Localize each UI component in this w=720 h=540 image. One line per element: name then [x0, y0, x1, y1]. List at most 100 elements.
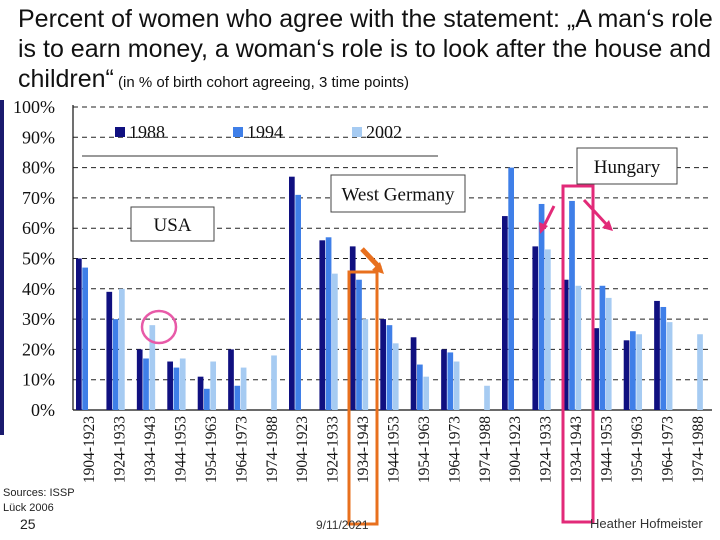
legend-label-1994: 1994 — [247, 122, 283, 142]
bar-2002-1954-1963 — [636, 334, 643, 410]
slide-title: Percent of women who agree with the stat… — [18, 4, 718, 98]
orange-highlight-box — [347, 270, 379, 526]
highlight-circle — [140, 309, 178, 345]
x-tick-label: 1964-1973 — [659, 416, 676, 483]
bar-2002-1964-1973 — [666, 322, 673, 410]
x-tick-label: 1954-1963 — [629, 416, 646, 483]
y-tick-label: 20% — [22, 339, 55, 359]
x-tick-label: 1904-1923 — [507, 416, 524, 483]
x-tick-label: 1904-1923 — [294, 416, 311, 483]
orange-arrow-head — [372, 262, 384, 274]
y-axis-labels: 0% 10% 20% 30% 40% 50% 60% 70% 80% 90% 100% — [13, 97, 55, 420]
bar-1994-1924-1933 — [325, 237, 332, 410]
country-labels: USA West Germany Hungary — [130, 147, 678, 242]
bar-1994-1934-1943 — [356, 279, 362, 410]
x-tick-label: 1954-1963 — [416, 416, 433, 483]
y-tick-label: 100% — [13, 97, 55, 117]
bar-1994-1904-1923 — [295, 194, 301, 410]
grid-lines — [72, 105, 712, 411]
x-tick-label: 1924-1933 — [538, 416, 555, 483]
bar-2002-1944-1953 — [179, 358, 186, 410]
x-tick-label: 1934-1943 — [142, 416, 159, 483]
bar-1988-1944-1953 — [380, 319, 386, 410]
country-box-1 — [330, 174, 466, 213]
bar-1994-1924-1933 — [538, 203, 545, 410]
country-label-1: West Germany — [342, 185, 455, 206]
bar-1988-1924-1933 — [106, 291, 113, 410]
y-tick-label: 0% — [31, 400, 55, 420]
bar-2002-1974-1988 — [484, 385, 490, 410]
x-tick-label: 1974-1988 — [264, 416, 281, 483]
y-tick-label: 30% — [22, 309, 55, 329]
footer-author: Heather Hofmeister — [590, 516, 703, 531]
bar-1988-1964-1973 — [654, 300, 660, 410]
bar-2002-1964-1973 — [240, 367, 247, 410]
bar-1994-1964-1973 — [447, 352, 454, 410]
bar-1988-1934-1943 — [136, 349, 143, 410]
country-label-0: USA — [153, 215, 191, 236]
bar-1988-1934-1943 — [349, 246, 356, 410]
bar-1988-1964-1973 — [441, 349, 447, 410]
x-tick-label: 1944-1953 — [599, 416, 616, 483]
x-tick-label: 1934-1943 — [355, 416, 372, 483]
bar-1988-1954-1963 — [410, 337, 417, 410]
pink-arrow-left-head — [539, 222, 548, 234]
x-tick-label: 1964-1973 — [446, 416, 463, 483]
pink-arrow-right-line — [582, 198, 610, 228]
y-tick-label: 90% — [22, 127, 55, 147]
title-main: Percent of women who agree with the stat… — [18, 5, 713, 93]
legend: 1988 1994 2002 — [82, 122, 438, 157]
slide-number: 25 — [20, 516, 36, 532]
x-tick-label: 1944-1953 — [173, 416, 190, 483]
y-tick-label: 10% — [22, 370, 55, 390]
bar-1988-1954-1963 — [197, 376, 204, 410]
y-tick-label: 80% — [22, 158, 55, 178]
bar-1994-1964-1973 — [234, 385, 241, 410]
bar-2002-1924-1933 — [545, 249, 551, 410]
bar-2002-1924-1933 — [119, 288, 125, 410]
bar-1994-1924-1933 — [112, 319, 119, 410]
bar-1994-1904-1923 — [508, 167, 514, 410]
bar-2002-1934-1943 — [149, 325, 156, 410]
country-box-0 — [130, 206, 215, 242]
bar-1988-1904-1923 — [502, 216, 508, 410]
bar-1988-1904-1923 — [76, 258, 82, 410]
x-tick-label: 1944-1953 — [386, 416, 403, 483]
bar-1994-1954-1963 — [630, 331, 636, 410]
x-tick-label: 1964-1973 — [233, 416, 250, 483]
footer-date: 9/11/2021 — [316, 518, 369, 532]
bars — [76, 167, 703, 410]
y-tick-label: 50% — [22, 249, 55, 269]
legend-swatch-2002 — [352, 127, 362, 137]
bar-1988-1944-1953 — [167, 361, 173, 410]
sources-line-2: Lück 2006 — [3, 502, 54, 514]
y-tick-label: 60% — [22, 218, 55, 238]
bar-2002-1954-1963 — [210, 361, 217, 410]
bar-2002-1944-1953 — [392, 343, 399, 410]
bar-1988-1934-1943 — [562, 279, 569, 410]
bar-1988-1954-1963 — [623, 340, 630, 410]
x-tick-label: 1974-1988 — [690, 416, 707, 483]
x-tick-label: 1904-1923 — [81, 416, 98, 483]
pink-arrow-right-head — [602, 220, 613, 231]
y-tick-label: 70% — [22, 188, 55, 208]
bar-1988-1924-1933 — [319, 240, 326, 410]
bar-2002-1934-1943 — [575, 285, 582, 410]
bar-1988-1964-1973 — [228, 349, 234, 410]
legend-label-2002: 2002 — [366, 122, 402, 142]
legend-label-1988: 1988 — [129, 122, 165, 142]
pink-arrow-left-line — [541, 205, 556, 229]
bar-2002-1974-1988 — [271, 355, 277, 410]
pink-highlight-box — [561, 184, 595, 524]
bar-2002-1974-1988 — [697, 334, 703, 410]
bar-2002-1964-1973 — [453, 361, 460, 410]
bar-1994-1934-1943 — [143, 358, 149, 410]
bar-1994-1964-1973 — [660, 306, 667, 410]
bar-2002-1934-1943 — [362, 319, 369, 410]
x-tick-label: 1924-1933 — [112, 416, 129, 483]
annotations — [140, 184, 613, 526]
bar-1994-1944-1953 — [386, 325, 393, 410]
bar-1994-1904-1923 — [82, 267, 88, 410]
legend-swatch-1988 — [115, 127, 125, 137]
